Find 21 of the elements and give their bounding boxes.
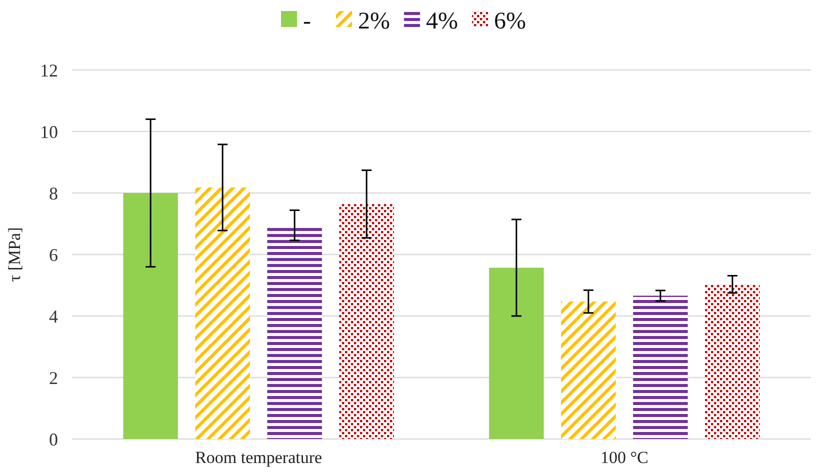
y-tick-label: 4 — [49, 306, 58, 326]
y-tick-label: 0 — [49, 429, 58, 450]
y-tick-label: 6 — [49, 244, 58, 265]
y-tick-label: 8 — [49, 183, 58, 204]
x-tick-label: 100 °C — [600, 448, 648, 467]
y-tick-label: 12 — [40, 60, 58, 80]
y-tick-label: 10 — [40, 122, 58, 142]
x-tick-label: Room temperature — [195, 448, 322, 467]
y-tick-label: 2 — [49, 368, 58, 388]
y-axis-title: τ [MPa] — [5, 227, 24, 282]
bar — [123, 193, 178, 439]
legend-label: 6% — [494, 8, 526, 34]
legend-label: 4% — [426, 8, 458, 34]
bar — [339, 204, 394, 439]
bar — [489, 268, 544, 439]
bar — [633, 296, 688, 439]
legend-label: 2% — [358, 8, 390, 34]
bar — [195, 187, 250, 439]
bar — [705, 284, 760, 439]
bar — [561, 302, 616, 439]
legend-label: - — [303, 8, 311, 34]
